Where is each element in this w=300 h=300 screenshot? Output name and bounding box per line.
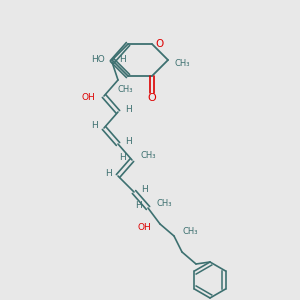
Text: CH₃: CH₃ [117,85,133,94]
Text: O: O [148,93,156,103]
Text: H: H [118,56,125,64]
Text: CH₃: CH₃ [174,58,190,68]
Text: O: O [156,39,164,49]
Text: H: H [92,122,98,130]
Text: OH: OH [137,224,151,232]
Text: OH: OH [81,94,95,103]
Text: H: H [120,154,126,163]
Text: CH₃: CH₃ [140,151,156,160]
Text: H: H [136,202,142,211]
Text: H: H [141,185,147,194]
Text: CH₃: CH₃ [182,226,198,236]
Text: HO: HO [91,56,105,64]
Text: H: H [124,106,131,115]
Text: H: H [124,137,131,146]
Text: H: H [106,169,112,178]
Text: CH₃: CH₃ [156,199,172,208]
